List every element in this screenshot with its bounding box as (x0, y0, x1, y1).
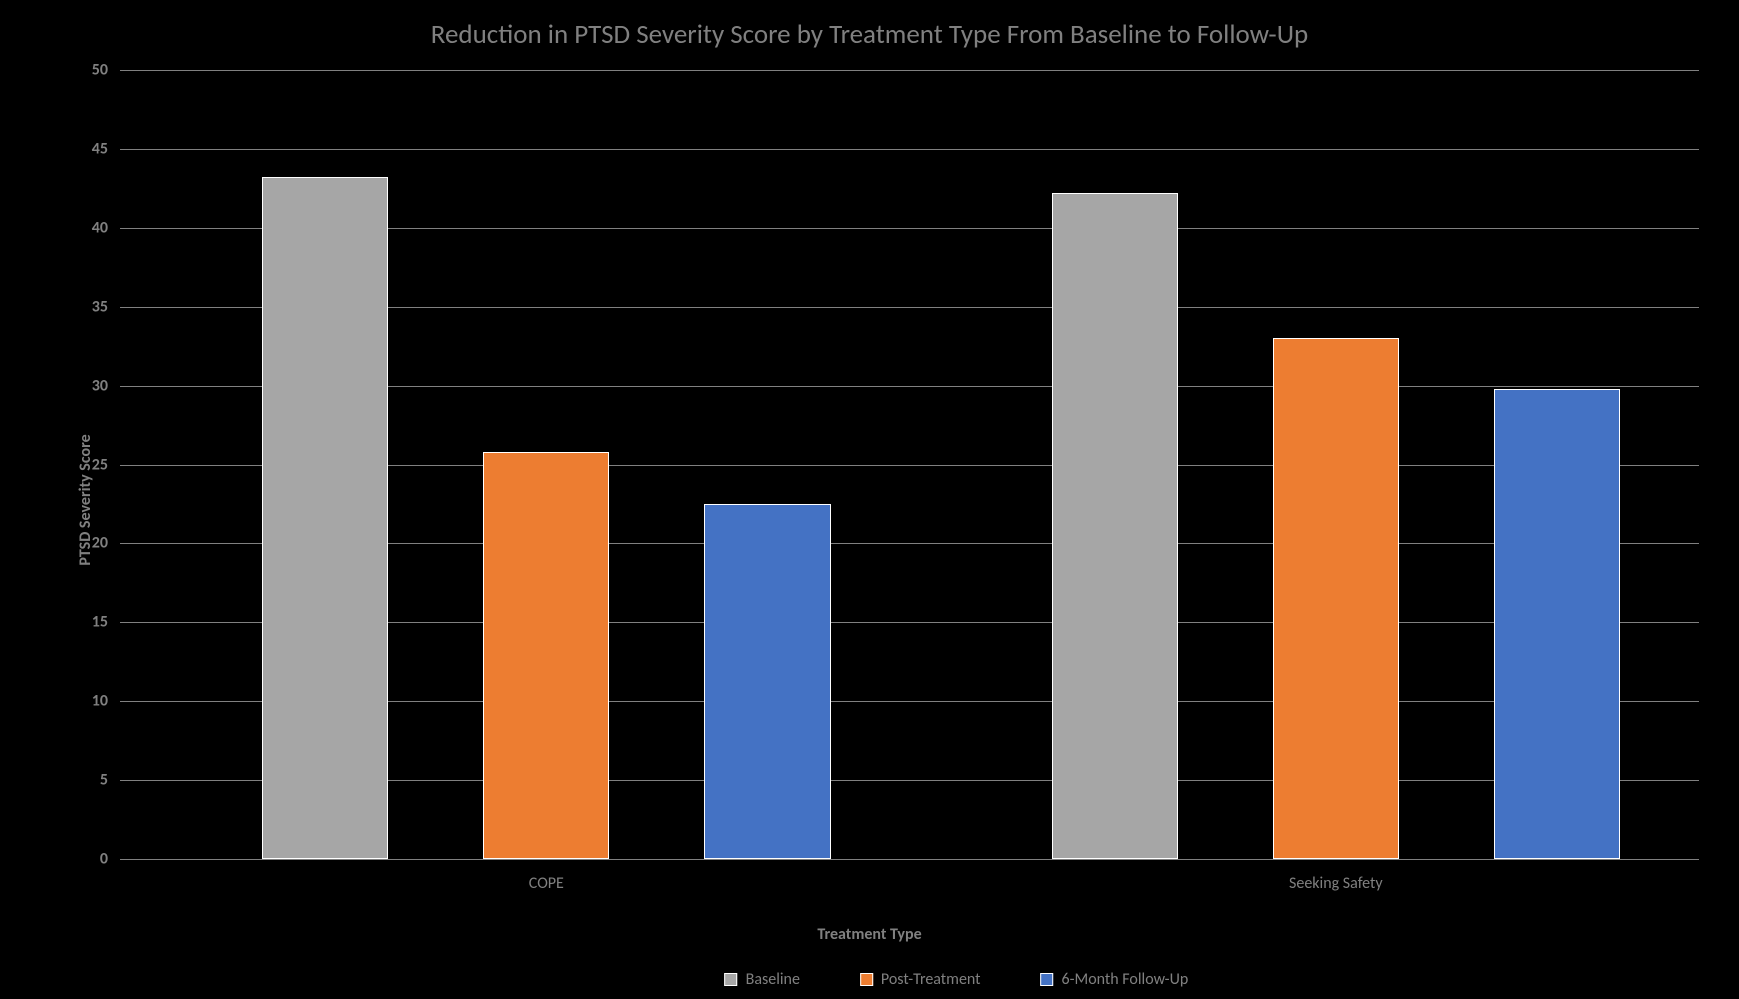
y-tick-label: 50 (92, 61, 108, 80)
legend: Baseline Post-Treatment 6-Month Follow-Up (725, 970, 1189, 989)
x-category-label: Seeking Safety (1289, 874, 1383, 893)
bars-layer: COPESeeking Safety (120, 70, 1699, 859)
legend-label: Baseline (746, 970, 800, 989)
bar (704, 504, 830, 859)
y-tick-label: 35 (92, 297, 108, 316)
gridline (120, 859, 1699, 860)
y-tick-label: 15 (92, 613, 108, 632)
y-tick-label: 45 (92, 139, 108, 158)
legend-item: 6-Month Follow-Up (1041, 970, 1189, 989)
legend-item: Baseline (725, 970, 800, 989)
bar (483, 452, 609, 859)
x-axis-label: Treatment Type (0, 925, 1739, 944)
chart-container: Reduction in PTSD Severity Score by Trea… (0, 0, 1739, 999)
y-tick-label: 5 (100, 771, 108, 790)
legend-label: 6-Month Follow-Up (1062, 970, 1189, 989)
bar (1273, 338, 1399, 859)
y-tick-label: 40 (92, 218, 108, 237)
bar (1494, 389, 1620, 859)
y-tick-label: 25 (92, 455, 108, 474)
legend-swatch (725, 973, 738, 986)
y-tick-label: 30 (92, 376, 108, 395)
bar (262, 177, 388, 859)
y-tick-label: 20 (92, 534, 108, 553)
plot-area: 05101520253035404550 COPESeeking Safety (120, 70, 1699, 859)
chart-title: Reduction in PTSD Severity Score by Trea… (0, 18, 1739, 51)
y-tick-label: 0 (100, 850, 108, 869)
legend-item: Post-Treatment (860, 970, 981, 989)
legend-label: Post-Treatment (881, 970, 981, 989)
legend-swatch (860, 973, 873, 986)
legend-swatch (1041, 973, 1054, 986)
x-category-label: COPE (529, 874, 564, 893)
bar (1052, 193, 1178, 859)
y-tick-label: 10 (92, 692, 108, 711)
